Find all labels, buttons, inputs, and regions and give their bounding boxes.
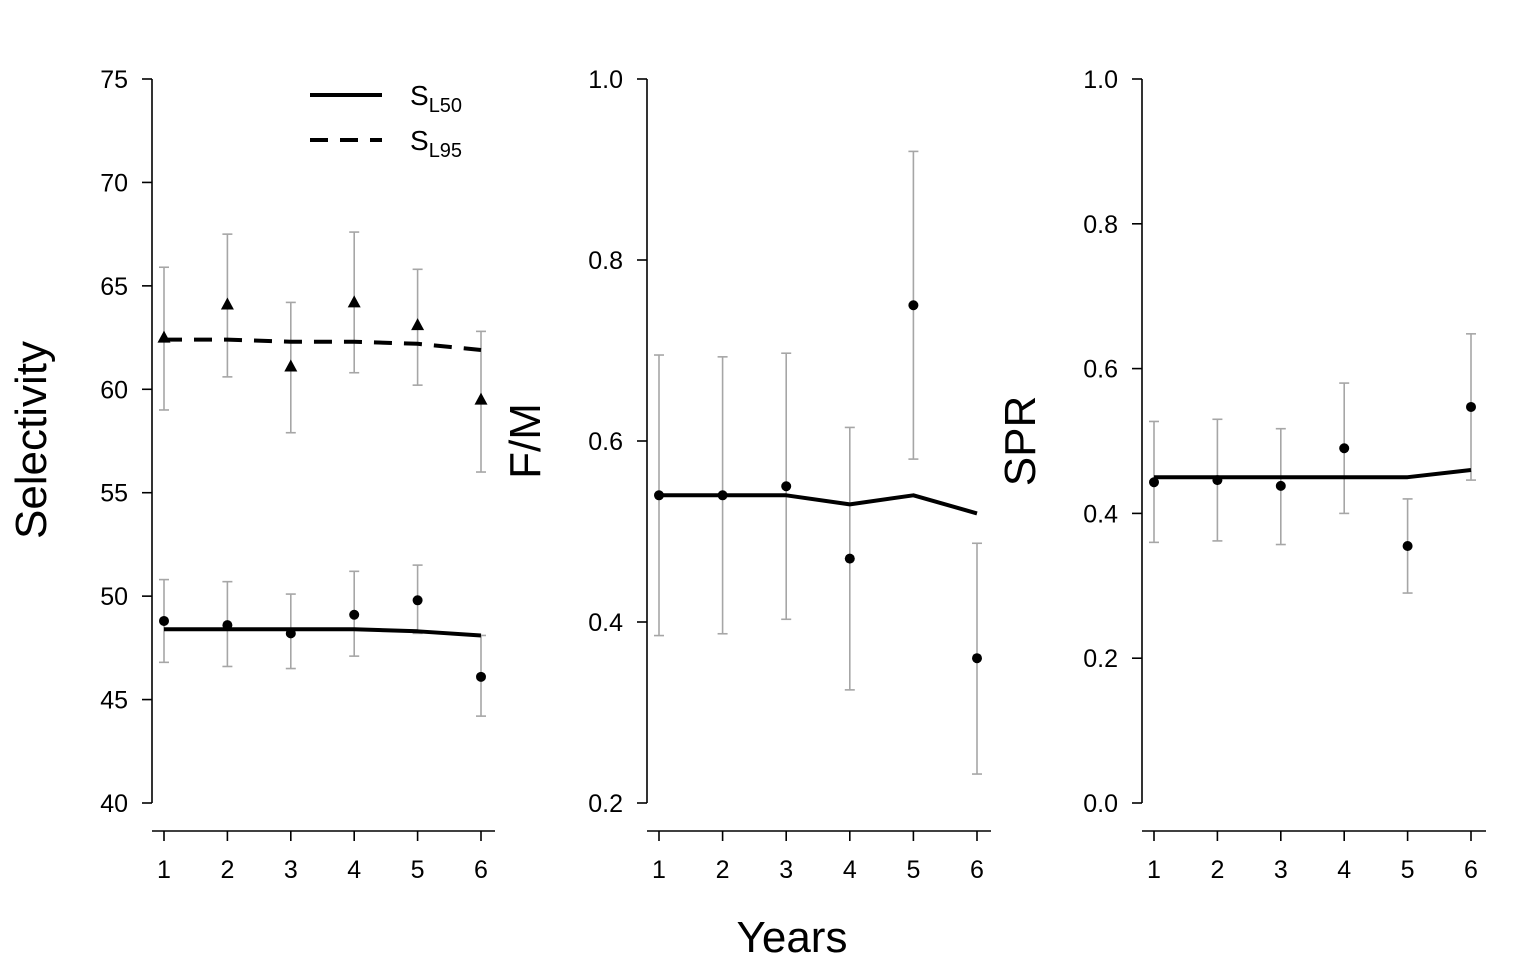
x-tick-label: 3	[779, 856, 793, 884]
legend: SL50 SL95	[310, 80, 462, 162]
data-point-triangle	[157, 330, 171, 343]
fitted-line-solid	[659, 493, 978, 516]
data-point	[654, 490, 664, 501]
y-axis-label-spr: SPR	[996, 396, 1045, 486]
y-tick-label: 0.0	[1083, 790, 1118, 818]
x-tick-label: 4	[347, 856, 361, 884]
y-tick-label: 50	[100, 583, 128, 611]
y-tick-label: 70	[100, 169, 128, 197]
y-tick-label: 1.0	[588, 66, 623, 94]
y-axis-label-selectivity: Selectivity	[7, 341, 56, 539]
data-point	[1149, 477, 1159, 488]
x-tick-label: 5	[411, 856, 425, 884]
y-tick-label: 0.8	[1083, 211, 1118, 239]
x-tick-label: 5	[906, 856, 920, 884]
data-point	[844, 553, 855, 564]
y-tick-label: 65	[100, 273, 128, 301]
data-point	[476, 671, 486, 682]
data-point	[159, 615, 169, 626]
fm-panel: F/M 0.2 0.4 0.6 0.8 1.0 1 2 3 4 5 6	[501, 66, 991, 884]
data-point-triangle	[474, 392, 488, 405]
data-point	[781, 481, 792, 492]
data-point-triangle	[347, 295, 361, 308]
x-tick-label: 2	[716, 856, 730, 884]
x-tick-label: 6	[474, 856, 488, 884]
y-tick-label: 0.2	[1083, 645, 1118, 673]
data-point	[349, 609, 360, 620]
y-tick-label: 55	[100, 480, 128, 508]
x-tick-label: 1	[652, 856, 666, 884]
y-tick-label: 0.8	[588, 247, 623, 275]
x-tick-label: 6	[1464, 856, 1478, 884]
data-point	[1402, 540, 1413, 551]
legend-label-sl50: SL50	[410, 80, 462, 117]
fitted-line-solid	[164, 627, 482, 638]
x-axis-label: Years	[737, 913, 848, 960]
data-point	[1339, 443, 1350, 454]
data-point-triangle	[284, 359, 298, 372]
x-tick-label: 5	[1401, 856, 1415, 884]
y-tick-label: 0.6	[588, 428, 623, 456]
y-tick-label: 60	[100, 376, 128, 404]
data-point	[972, 653, 982, 664]
fitted-line-solid	[1154, 467, 1472, 480]
data-point	[1212, 475, 1223, 486]
data-point	[222, 620, 233, 631]
y-tick-label: 0.6	[1083, 356, 1118, 384]
y-tick-label: 45	[100, 687, 128, 715]
x-tick-label: 4	[1337, 856, 1351, 884]
x-tick-label: 3	[284, 856, 298, 884]
x-tick-label: 1	[1147, 856, 1161, 884]
fitted-line-dashed	[164, 337, 482, 352]
data-point	[412, 595, 423, 606]
data-point-triangle	[411, 318, 425, 331]
x-tick-label: 3	[1274, 856, 1288, 884]
data-point	[1275, 480, 1286, 491]
y-tick-label: 40	[100, 790, 128, 818]
y-axis-label-fm: F/M	[501, 403, 550, 479]
legend-label-sl95: SL95	[410, 125, 462, 162]
data-point-triangle	[220, 297, 234, 310]
y-tick-label: 1.0	[1083, 66, 1118, 94]
y-tick-label: 0.4	[588, 609, 623, 637]
y-tick-label: 0.4	[1083, 500, 1118, 528]
y-tick-label: 75	[100, 66, 128, 94]
data-point	[717, 490, 728, 501]
data-point	[1466, 401, 1476, 412]
data-point	[285, 628, 296, 639]
x-tick-label: 6	[970, 856, 984, 884]
x-tick-label: 4	[843, 856, 857, 884]
x-tick-label: 1	[157, 856, 171, 884]
data-point	[908, 300, 919, 311]
x-tick-label: 2	[1210, 856, 1224, 884]
x-tick-label: 2	[220, 856, 234, 884]
spr-panel: SPR 0.0 0.2 0.4 0.6 0.8 1.0 1 2 3 4 5 6	[996, 66, 1486, 884]
y-tick-label: 0.2	[588, 790, 623, 818]
